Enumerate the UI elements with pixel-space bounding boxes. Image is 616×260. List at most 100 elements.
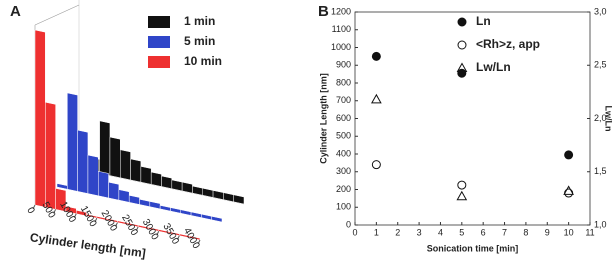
legend-label: <Rh>z, app [476,37,540,51]
x-tick-label: 8 [523,227,528,237]
marker [456,190,468,201]
x-tick [53,209,57,214]
bar [192,185,203,196]
bar [233,194,245,205]
bar [190,211,202,218]
panel-label: A [10,3,21,20]
bar [161,175,173,189]
bar [34,29,46,208]
bar [87,154,99,197]
y2-tick-label: 2,5 [594,60,607,70]
bar [128,195,140,205]
x-tick-label: 2500 [119,213,140,238]
x-tick-label: 10 [564,227,574,237]
marker [564,150,574,160]
x-tick-label: 1 [374,227,379,237]
legend-swatch [148,36,170,48]
x-tick-label: 3 [417,227,422,237]
x-tick [176,235,180,240]
x-tick [94,217,98,223]
x-tick [32,204,36,210]
x-tick-label: 4 [438,227,443,237]
y-tick-label: 400 [336,148,351,158]
x-tick-label: 5 [459,227,464,237]
x-tick-label: 6 [481,227,486,237]
legend-marker [457,17,467,27]
x-tick [115,222,118,227]
x-tick-label: 3000 [140,217,161,242]
bar [202,187,214,198]
marker [371,93,382,104]
y2-tick-label: 3,0 [594,6,607,16]
x-tick-label: 1000 [57,200,78,225]
x-tick [197,239,201,245]
x-tick-label: 3500 [160,222,181,247]
marker [563,185,574,195]
bar [159,205,171,212]
x-tick-label: 9 [545,227,550,237]
legend-marker [456,62,468,72]
bar [76,209,87,217]
bar [139,198,151,207]
y-tick-label: 1000 [331,42,351,52]
x-tick-label: 4000 [181,226,202,251]
legend-swatch [148,16,170,28]
bar [109,136,121,179]
bar [56,183,68,190]
y-tick-label: 300 [336,166,351,176]
bar [140,166,152,185]
bar [149,201,161,210]
bar [120,149,131,181]
y-tick-label: 600 [336,113,351,123]
y-tick-label: 1100 [332,24,351,34]
y-tick-label: 900 [336,60,351,70]
marker [564,188,574,198]
x-tick [73,213,77,218]
bar [189,235,201,241]
y2-tick-label: 1,0 [594,219,607,229]
y-tick-label: 1200 [331,6,351,16]
bar [55,188,67,212]
y-tick-label: 0 [346,219,351,229]
bar [77,129,89,194]
marker [371,51,381,61]
bar [201,213,212,221]
bar [108,181,120,201]
bar [171,179,183,192]
x-tick-label: 2000 [98,209,119,234]
y-axis-title: Cylinder Length [nm] [318,73,328,164]
bar [118,189,130,203]
bar [170,207,181,214]
x-tick-label: 11 [585,227,594,237]
legend-label: 5 min [184,34,215,48]
y2-axis-title: Lw/Ln [604,106,614,132]
legend-label: Lw/Ln [476,60,511,74]
x-tick-label: 0 [24,206,37,217]
bar [223,192,234,203]
bar [212,190,224,200]
legend-marker [457,40,467,50]
legend-label: 10 min [184,54,222,68]
legend-swatch [148,56,170,68]
bar [45,101,56,210]
legend-label: 1 min [184,14,215,28]
bar [150,171,162,187]
x-tick-label: 7 [502,227,507,237]
marker [457,180,467,190]
bar [65,206,77,215]
x-axis-title: Sonication time [min] [427,243,519,253]
legend-label: Ln [476,14,491,28]
bar [67,92,78,192]
bar [99,120,111,176]
y-tick-label: 700 [336,95,351,105]
bar [130,158,142,183]
panel-label: B [318,3,329,20]
y-tick-label: 200 [336,184,351,194]
y-tick-label: 500 [336,131,351,141]
y2-tick-label: 1,5 [594,166,607,176]
bar [181,181,193,194]
marker [457,68,467,78]
x-tick [135,226,139,232]
marker [371,160,381,170]
